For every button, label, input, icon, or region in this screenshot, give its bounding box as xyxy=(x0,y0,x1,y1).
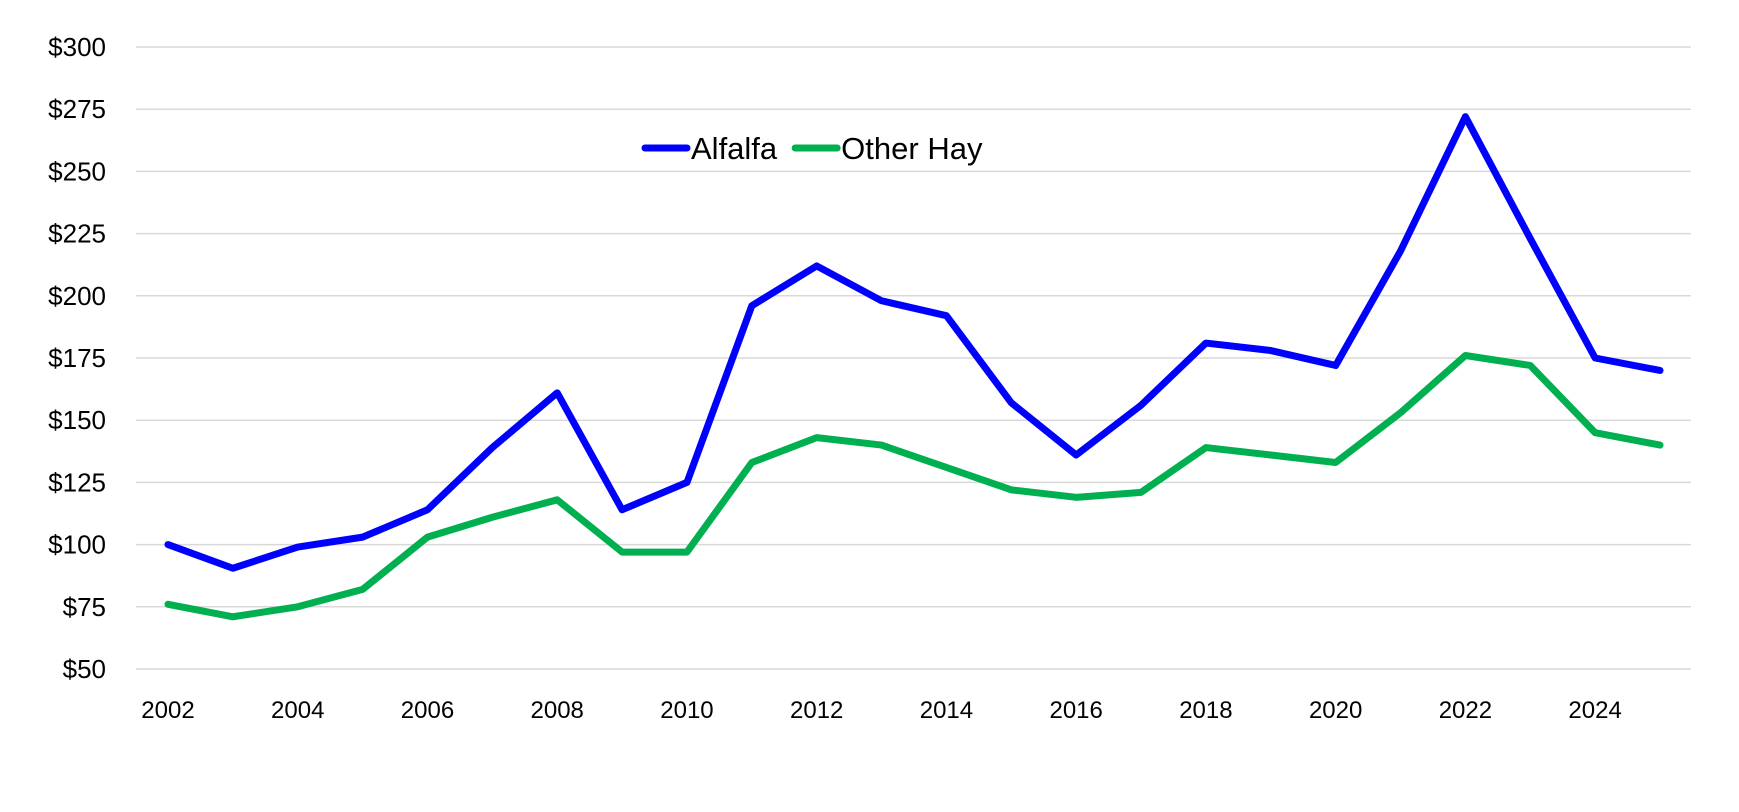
y-axis-labels: $50 $75 $100 $125 $150 $175 $200 $225 $250 $275 $3… xyxy=(48,32,106,684)
y-tick-label: $100 xyxy=(48,530,106,560)
y-tick-label: $125 xyxy=(48,467,106,497)
x-tick-label: 2002 xyxy=(141,697,194,724)
y-tick-label: $300 xyxy=(48,32,106,62)
x-tick-label: 2022 xyxy=(1439,697,1492,724)
y-tick-label: $250 xyxy=(48,156,106,186)
x-tick-label: 2006 xyxy=(401,697,454,724)
series-line-alfalfa xyxy=(164,113,1664,572)
x-tick-label: 2014 xyxy=(920,697,973,724)
y-tick-label: $50 xyxy=(63,654,106,684)
x-tick-label: 2020 xyxy=(1309,697,1362,724)
series-lines xyxy=(164,113,1664,621)
x-tick-label: 2012 xyxy=(790,697,843,724)
x-axis-labels: 2002 2004 2006 2008 2010 2012 2014 2016 2018 2020… xyxy=(141,697,1622,724)
legend: Alfalfa Other Hay xyxy=(641,131,983,166)
x-tick-label: 2010 xyxy=(660,697,713,724)
legend-label: Other Hay xyxy=(841,131,983,166)
y-tick-label: $275 xyxy=(48,94,106,124)
y-tick-label: $75 xyxy=(63,592,106,622)
y-tick-label: $200 xyxy=(48,281,106,311)
x-tick-label: 2008 xyxy=(531,697,584,724)
x-tick-label: 2024 xyxy=(1568,697,1621,724)
x-tick-label: 2016 xyxy=(1049,697,1102,724)
y-tick-label: $175 xyxy=(48,343,106,373)
series-line-other-hay xyxy=(164,352,1664,621)
y-tick-label: $225 xyxy=(48,219,106,249)
y-tick-label: $150 xyxy=(48,405,106,435)
x-tick-label: 2018 xyxy=(1179,697,1232,724)
gridlines xyxy=(136,46,1691,670)
legend-label: Alfalfa xyxy=(691,131,778,166)
x-tick-label: 2004 xyxy=(271,697,324,724)
